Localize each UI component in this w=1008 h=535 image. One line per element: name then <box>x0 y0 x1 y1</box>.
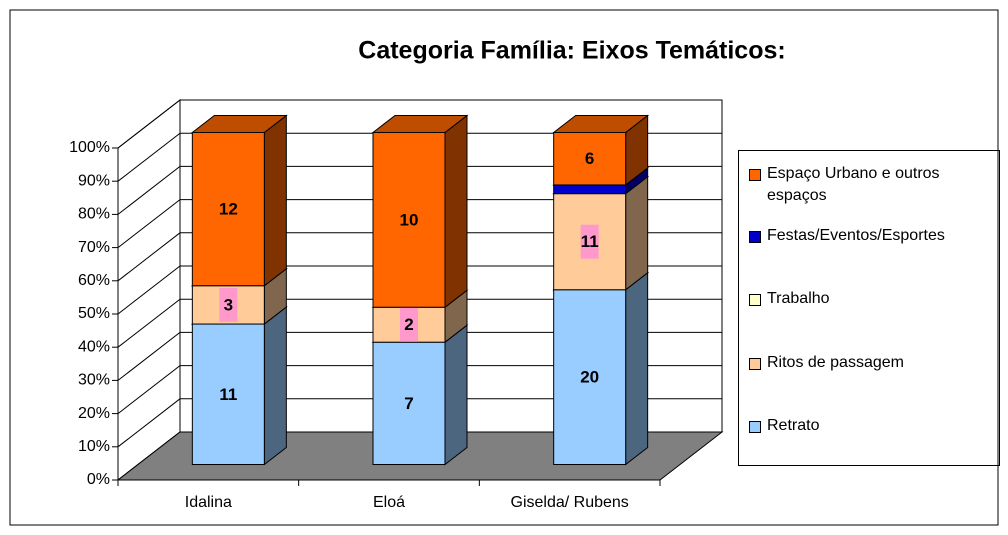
data-label: 12 <box>219 200 238 219</box>
legend-item: Espaço Urbano e outros espaços <box>749 163 994 207</box>
y-tick-label: 60% <box>78 272 110 289</box>
x-tick-label: Giselda/ Rubens <box>511 494 629 511</box>
bar <box>191 323 265 465</box>
grid-line <box>117 165 722 215</box>
grid-line <box>117 99 722 149</box>
bar <box>372 132 446 308</box>
y-tick-label: 70% <box>78 239 110 256</box>
bar-side <box>263 306 287 466</box>
legend-swatch <box>749 421 761 433</box>
bar-side <box>625 175 649 291</box>
grid-line <box>117 265 722 315</box>
x-tick-label: Idalina <box>185 494 232 511</box>
grid-line <box>117 132 722 182</box>
y-tick-label: 80% <box>78 206 110 223</box>
y-tick-label: 10% <box>78 438 110 455</box>
bar <box>553 184 627 195</box>
legend-item: Ritos de passagem <box>749 352 994 374</box>
legend-label: Ritos de passagem <box>767 354 904 371</box>
bar-side <box>444 324 468 466</box>
y-tick-label: 0% <box>87 471 110 488</box>
y-tick-label: 50% <box>78 305 110 322</box>
data-label-background <box>219 287 238 322</box>
legend-item: Retrato <box>749 415 994 437</box>
grid-line <box>117 298 722 348</box>
y-tick-label: 20% <box>78 405 110 422</box>
y-tick-label: 100% <box>69 139 110 156</box>
data-label: 3 <box>224 295 233 314</box>
data-label: 11 <box>219 385 237 404</box>
y-tick-label: 30% <box>78 372 110 389</box>
legend-swatch <box>749 358 761 370</box>
legend-item: Festas/Eventos/Esportes <box>749 225 994 247</box>
data-label: 2 <box>404 315 413 334</box>
bar-side <box>625 271 649 466</box>
bar <box>553 132 627 186</box>
data-label: 6 <box>585 149 594 168</box>
grid-line <box>117 365 722 414</box>
legend-swatch <box>749 294 761 306</box>
y-tick-label: 90% <box>78 172 110 189</box>
legend-label: Espaço Urbano e outros espaços <box>767 165 940 204</box>
grid-line <box>117 199 722 248</box>
data-label-background <box>580 224 599 259</box>
chart-title: Categoria Família: Eixos Temáticos: <box>358 37 785 65</box>
bar-side <box>263 114 287 287</box>
y-tick-label: 40% <box>78 338 110 355</box>
bar <box>191 132 265 287</box>
legend-swatch <box>749 231 761 243</box>
data-label: 11 <box>581 232 599 251</box>
legend: Espaço Urbano e outros espaços Festas/Eve… <box>738 150 1000 466</box>
legend-swatch <box>749 169 761 181</box>
bar <box>553 289 627 465</box>
data-label: 7 <box>404 394 413 413</box>
grid-line <box>117 398 722 448</box>
data-label: 10 <box>400 210 419 229</box>
x-tick-label: Eloá <box>373 494 405 511</box>
data-label-background <box>400 307 418 342</box>
data-label: 20 <box>580 368 599 387</box>
grid-line <box>117 232 722 282</box>
bar <box>372 341 446 465</box>
legend-item: Trabalho <box>749 288 994 310</box>
legend-label: Trabalho <box>767 290 830 307</box>
legend-label: Festas/Eventos/Esportes <box>767 227 945 244</box>
grid-line <box>117 331 722 381</box>
bar-side <box>444 114 468 309</box>
legend-label: Retrato <box>767 417 820 434</box>
